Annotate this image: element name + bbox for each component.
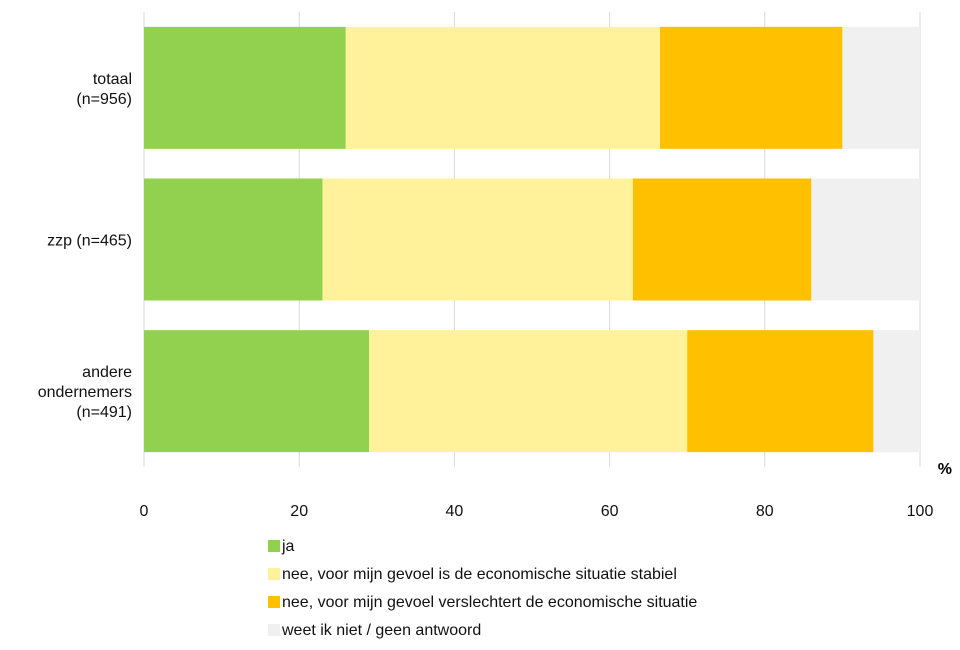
category-label-line: zzp (n=465) — [47, 233, 132, 250]
legend-label: nee, voor mijn gevoel is de economische … — [282, 566, 677, 583]
legend-swatch — [268, 540, 280, 552]
bar-segment — [144, 178, 323, 301]
bar-segment — [660, 26, 843, 149]
category-label: totaal (n=956) — [76, 71, 132, 108]
bar-segment — [345, 26, 661, 149]
category-label-line: totaal — [93, 71, 132, 88]
legend-swatch — [268, 596, 280, 608]
category-label: andere ondernemers (n=491) — [38, 364, 132, 421]
category-label-line: ondernemers — [38, 384, 132, 401]
legend-label: nee, voor mijn gevoel verslechtert de ec… — [282, 594, 697, 611]
bar-segment — [369, 330, 688, 453]
bars — [144, 26, 920, 453]
x-tick-label: 40 — [446, 503, 464, 520]
legend-item: nee, voor mijn gevoel verslechtert de ec… — [268, 594, 697, 611]
bar-segment — [144, 330, 370, 453]
legend: ja nee, voor mijn gevoel is de economisch… — [268, 538, 697, 639]
x-tick-label: 100 — [907, 503, 934, 520]
bar-segment — [811, 178, 920, 301]
legend-swatch — [268, 568, 280, 580]
category-label: zzp (n=465) — [47, 233, 132, 250]
x-tick-label: 20 — [290, 503, 308, 520]
legend-swatch — [268, 624, 280, 636]
legend-item: weet ik niet / geen antwoord — [268, 622, 481, 639]
legend-item: nee, voor mijn gevoel is de economische … — [268, 566, 677, 583]
x-axis-unit-label: % — [938, 461, 952, 478]
legend-label: weet ik niet / geen antwoord — [281, 622, 481, 639]
x-axis-ticks: 0 20 40 60 80 100 — [140, 503, 934, 520]
x-tick-label: 60 — [601, 503, 619, 520]
x-tick-label: 0 — [140, 503, 149, 520]
category-label-line: (n=956) — [76, 91, 132, 108]
bar-segment — [144, 26, 346, 149]
legend-label: ja — [281, 538, 295, 555]
bar-segment — [873, 330, 920, 453]
bar-segment — [687, 330, 874, 453]
category-labels: totaal (n=956) zzp (n=465) andere ondernemer… — [38, 71, 132, 421]
category-label-line: (n=491) — [76, 404, 132, 421]
bar-segment — [322, 178, 633, 301]
legend-item: ja — [268, 538, 295, 555]
bar-segment — [842, 26, 920, 149]
x-tick-label: 80 — [756, 503, 774, 520]
bar-segment — [632, 178, 812, 301]
category-label-line: andere — [82, 364, 132, 381]
